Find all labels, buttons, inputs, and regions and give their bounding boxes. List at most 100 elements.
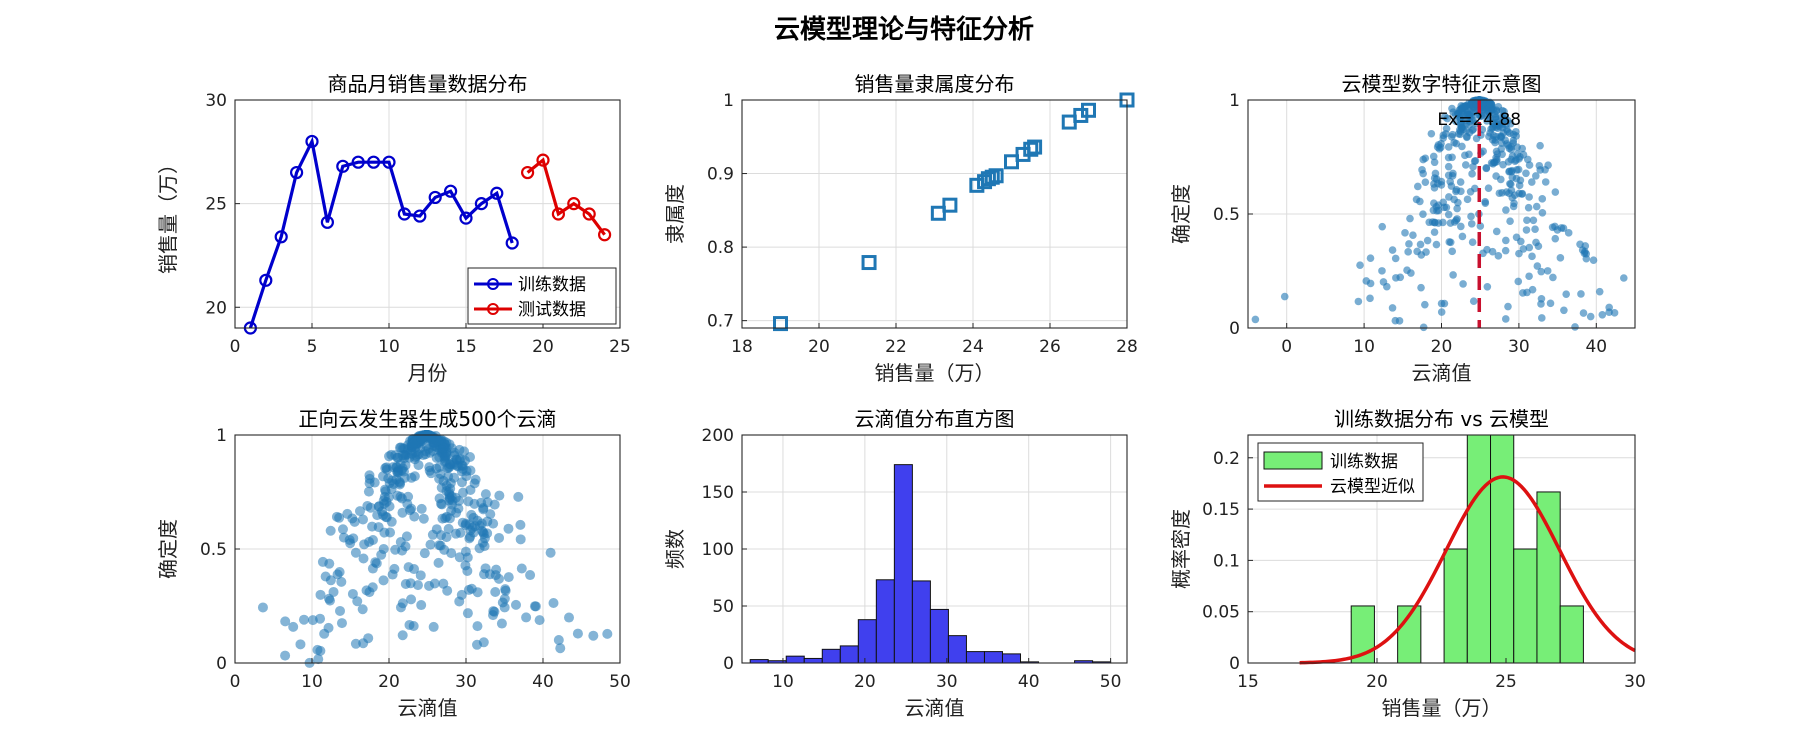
cloud-drop — [462, 608, 473, 619]
histogram-bar — [965, 651, 985, 664]
data-point — [942, 197, 958, 213]
cloud-drop — [383, 492, 394, 503]
cloud-drop — [1525, 272, 1533, 281]
cloud-drop — [378, 575, 389, 586]
histogram-bar — [803, 657, 823, 664]
cloud-drop — [1502, 236, 1510, 245]
cloud-drop — [1421, 300, 1429, 309]
cloud-drop — [349, 516, 360, 527]
cloud-drop — [1524, 203, 1533, 212]
x-tick-label: 5 — [307, 337, 318, 357]
cloud-drop — [1534, 242, 1543, 251]
cloud-drop — [488, 610, 499, 621]
cloud-model-curve — [1299, 475, 1636, 665]
cloud-drop — [472, 587, 483, 598]
cloud-drop — [460, 518, 471, 529]
cloud-drop — [465, 484, 476, 495]
cloud-drop — [1456, 178, 1465, 186]
cloud-drop — [1467, 212, 1475, 221]
legend-label: 测试数据 — [518, 300, 586, 320]
cloud-drop — [480, 563, 491, 574]
cloud-drop — [521, 612, 532, 623]
density-bar — [1536, 491, 1561, 664]
cloud-drop — [510, 599, 521, 610]
cloud-drop — [313, 654, 324, 665]
cloud-drop — [1522, 226, 1531, 234]
cloud-drop — [320, 571, 331, 582]
data-point — [474, 197, 488, 211]
cloud-drop — [1468, 238, 1477, 247]
cloud-drop — [1280, 292, 1289, 301]
cloud-drop — [439, 544, 450, 555]
cloud-drop — [503, 572, 514, 583]
cloud-drop — [397, 598, 408, 609]
cloud-drop — [1431, 169, 1440, 178]
cloud-drop — [553, 635, 564, 646]
cloud-drop — [461, 465, 472, 476]
density-bar — [1443, 548, 1468, 664]
cloud-drop — [350, 547, 361, 558]
cloud-drop — [1450, 195, 1458, 204]
cloud-drop — [1434, 201, 1443, 209]
histogram-bar — [857, 619, 877, 664]
y-axis-label: 隶属度 — [663, 184, 687, 244]
cloud-drop — [1413, 247, 1421, 256]
cloud-drop — [395, 491, 406, 502]
cloud-drop — [463, 496, 474, 507]
cloud-drop — [516, 563, 527, 574]
cloud-drop — [1551, 234, 1560, 243]
cloud-drop — [402, 498, 413, 509]
y-tick-label: 20 — [205, 298, 227, 318]
cloud-drop — [1483, 282, 1492, 291]
cloud-drop — [1523, 216, 1531, 225]
cloud-drop — [1463, 195, 1472, 204]
cloud-drop — [288, 621, 299, 632]
cloud-drop — [1421, 178, 1430, 186]
cloud-drop — [1536, 141, 1544, 150]
cloud-drop — [1506, 180, 1515, 188]
cloud-drop — [295, 639, 306, 650]
y-tick-label: 200 — [702, 426, 734, 446]
subplot-title: 云模型数字特征示意图 — [1342, 72, 1542, 96]
cloud-drop — [385, 527, 396, 538]
data-point — [505, 236, 519, 250]
cloud-drop — [1431, 218, 1439, 227]
cloud-drop — [1395, 317, 1404, 325]
cloud-drop — [410, 447, 421, 458]
axes-frame — [234, 99, 621, 329]
histogram-bar — [929, 608, 949, 664]
cloud-drop — [1528, 285, 1537, 294]
x-tick-label: 50 — [609, 672, 631, 692]
cloud-drop — [1430, 184, 1439, 192]
cloud-drop — [1598, 310, 1607, 319]
cloud-drop — [298, 614, 309, 625]
cloud-drop — [433, 557, 444, 568]
cloud-drop — [336, 618, 347, 629]
cloud-drop — [443, 471, 454, 482]
cloud-drop — [1419, 155, 1427, 164]
cloud-drop — [1532, 172, 1540, 180]
subplot-title: 正向云发生器生成500个云滴 — [298, 407, 556, 431]
subplot-6: 15 20 25 30 0 0.05 0.1 0.15 0.2 训练数据分布 vs 云模型销售量（… — [1169, 407, 1646, 720]
data-point — [413, 209, 427, 223]
x-tick-label: 30 — [455, 672, 477, 692]
cloud-drop — [1527, 178, 1536, 186]
cloud-drop — [490, 586, 501, 597]
cloud-drop — [496, 618, 507, 629]
y-tick-label: 50 — [712, 597, 734, 617]
cloud-drop — [325, 525, 336, 536]
cloud-drop — [1537, 267, 1546, 276]
cloud-drop — [1452, 187, 1460, 196]
cloud-drop — [363, 633, 374, 644]
y-tick-label: 150 — [702, 483, 734, 503]
cloud-drop — [1443, 114, 1452, 123]
cloud-drop — [1457, 222, 1465, 231]
data-point — [367, 155, 381, 169]
data-point — [382, 155, 396, 169]
subplot-title: 商品月销售量数据分布 — [328, 72, 528, 96]
cloud-drop — [1461, 161, 1470, 169]
cloud-drop — [1447, 133, 1456, 141]
